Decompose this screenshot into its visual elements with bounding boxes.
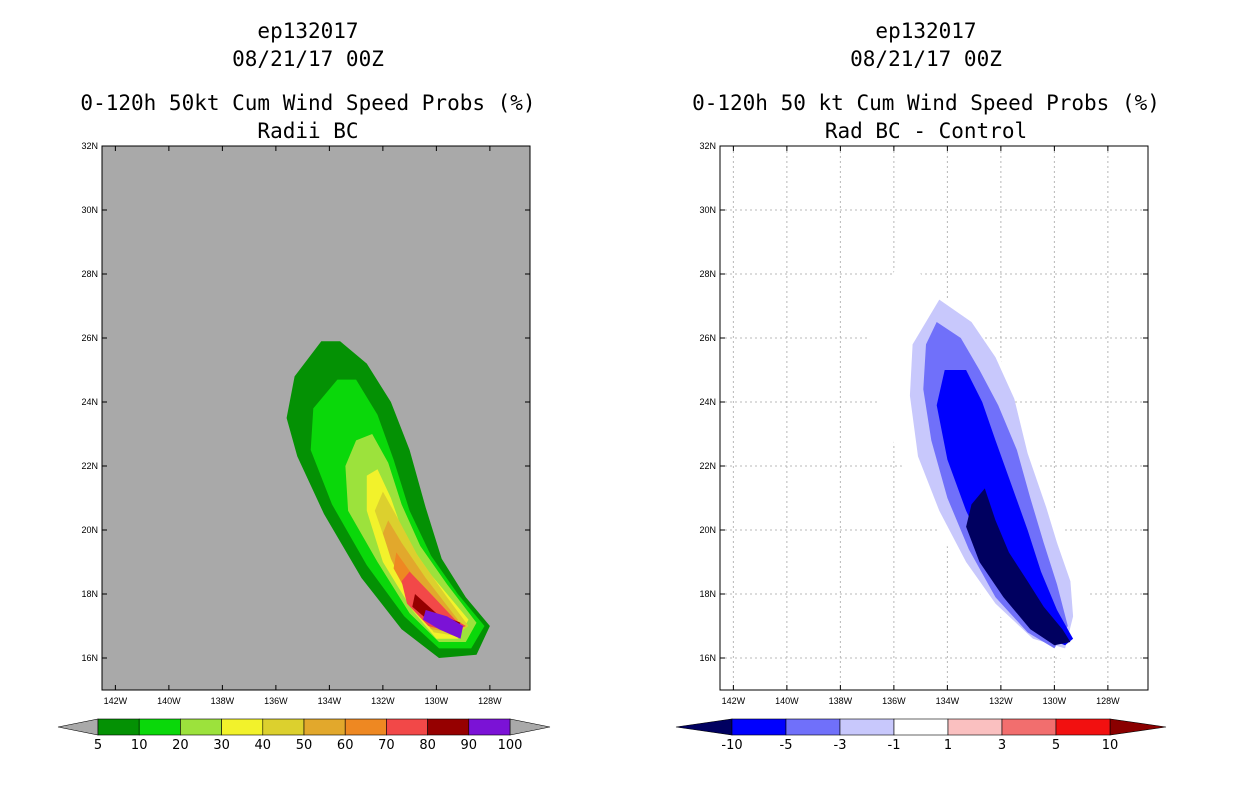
colorbar-tick-label: 70: [378, 738, 395, 753]
colorbar-tick-label: 90: [461, 738, 478, 753]
y-tick-label: 24N: [699, 397, 716, 407]
colorbar-tick-label: 5: [94, 738, 102, 753]
colorbar-tick-label: -5: [780, 738, 793, 753]
colorbar-swatch: [386, 718, 428, 736]
colorbar-tick-label: 80: [419, 738, 436, 753]
colorbar-swatch: [893, 718, 949, 736]
right-panel: ep132017 08/21/17 00Z 0-120h 50 kt Cum W…: [675, 19, 1167, 753]
y-tick-label: 18N: [699, 589, 716, 599]
left-product-title: 0-120h 50kt Cum Wind Speed Probs (%): [80, 91, 535, 115]
colorbar-over-arrow: [509, 718, 551, 736]
colorbar-swatch: [839, 718, 895, 736]
colorbar-swatch: [221, 718, 264, 736]
y-tick-label: 32N: [699, 141, 716, 151]
colorbar-swatch: [785, 718, 841, 736]
colorbar-under-arrow: [57, 718, 99, 736]
colorbar-over-arrow: [1109, 718, 1167, 736]
x-tick-label: 134W: [318, 696, 342, 706]
left-storm-title: ep132017: [257, 19, 358, 43]
x-tick-label: 136W: [882, 696, 906, 706]
colorbar-swatch: [947, 718, 1003, 736]
colorbar-swatch: [1001, 718, 1057, 736]
y-tick-label: 30N: [81, 205, 98, 215]
colorbar-tick-label: 100: [498, 738, 523, 753]
contour-level-40: [374, 491, 469, 636]
left-plot-frame: [101, 145, 531, 691]
y-tick-label: 16N: [699, 653, 716, 663]
colorbar-tick-label: -10: [721, 738, 742, 753]
contour-level--10: [936, 370, 1074, 646]
colorbar-swatch: [731, 718, 787, 736]
contour-level-70: [401, 571, 466, 633]
x-tick-label: 130W: [425, 696, 449, 706]
y-tick-label: 26N: [699, 333, 716, 343]
y-tick-label: 32N: [81, 141, 98, 151]
x-tick-label: 140W: [775, 696, 799, 706]
x-tick-label: 140W: [157, 696, 181, 706]
right-product-title: 0-120h 50 kt Cum Wind Speed Probs (%): [692, 91, 1160, 115]
colorbar-swatch: [344, 718, 387, 736]
x-tick-label: 142W: [104, 696, 128, 706]
right-storm-title: ep132017: [875, 19, 976, 43]
colorbar-tick-label: 10: [131, 738, 148, 753]
y-tick-label: 20N: [81, 525, 98, 535]
left-contours: [286, 341, 490, 658]
right-axis-ticks: 142W 140W 138W 136W 134W 132W 130W 128W 16N 18N 20…: [699, 141, 1148, 706]
left-date-title: 08/21/17 00Z: [232, 47, 384, 71]
x-tick-label: 132W: [989, 696, 1013, 706]
x-tick-label: 142W: [722, 696, 746, 706]
colorbar-tick-label: 30: [213, 738, 230, 753]
colorbar-tick-label: 1: [944, 738, 952, 753]
colorbar-tick-label: 5: [1052, 738, 1060, 753]
colorbar-swatch: [262, 718, 305, 736]
left-panel: ep132017 08/21/17 00Z 0-120h 50kt Cum Wi…: [57, 19, 551, 753]
colorbar-swatch: [1055, 718, 1111, 736]
x-tick-label: 128W: [478, 696, 502, 706]
y-tick-label: 20N: [699, 525, 716, 535]
x-tick-label: 138W: [211, 696, 235, 706]
left-subtitle: Radii BC: [257, 119, 358, 143]
colorbar-swatch: [427, 718, 470, 736]
y-tick-label: 28N: [81, 269, 98, 279]
colorbar-tick-label: 20: [172, 738, 189, 753]
y-tick-label: 16N: [81, 653, 98, 663]
x-tick-label: 132W: [371, 696, 395, 706]
y-tick-label: 22N: [699, 461, 716, 471]
x-tick-label: 136W: [264, 696, 288, 706]
colorbar-swatch: [97, 718, 140, 736]
y-tick-label: 28N: [699, 269, 716, 279]
colorbar-under-arrow: [675, 718, 733, 736]
colorbar-tick-label: 60: [337, 738, 354, 753]
x-tick-label: 138W: [829, 696, 853, 706]
y-tick-label: 18N: [81, 589, 98, 599]
right-subtitle: Rad BC - Control: [825, 119, 1027, 143]
contour-level-90: [423, 610, 464, 639]
right-date-title: 08/21/17 00Z: [850, 47, 1002, 71]
colorbar-tick-label: 50: [296, 738, 313, 753]
colorbar-tick-label: 10: [1102, 738, 1119, 753]
y-tick-label: 30N: [699, 205, 716, 215]
right-colorbar: -10 -5 -3 -1 1 3 5 10: [675, 718, 1167, 753]
colorbar-swatch: [180, 718, 222, 736]
y-tick-label: 24N: [81, 397, 98, 407]
colorbar-tick-label: 3: [998, 738, 1006, 753]
colorbar-tick-label: -1: [888, 738, 901, 753]
colorbar-swatch: [138, 718, 181, 736]
x-tick-label: 130W: [1043, 696, 1067, 706]
left-colorbar: 5 10 20 30 40 50 60 70 80 90 100: [57, 718, 551, 753]
x-tick-label: 128W: [1096, 696, 1120, 706]
contour-level--10_5: [966, 488, 1071, 646]
y-tick-label: 22N: [81, 461, 98, 471]
colorbar-swatch: [468, 718, 511, 736]
colorbar-tick-label: 40: [255, 738, 272, 753]
right-plot-frame: [719, 145, 1149, 691]
colorbar-swatch: [303, 718, 346, 736]
left-axis-ticks: 142W 140W 138W 136W 134W 132W 130W 128W 16N 18N 20…: [81, 141, 530, 706]
right-contours: [864, 254, 1092, 662]
y-tick-label: 26N: [81, 333, 98, 343]
colorbar-tick-label: -3: [834, 738, 847, 753]
x-tick-label: 134W: [936, 696, 960, 706]
